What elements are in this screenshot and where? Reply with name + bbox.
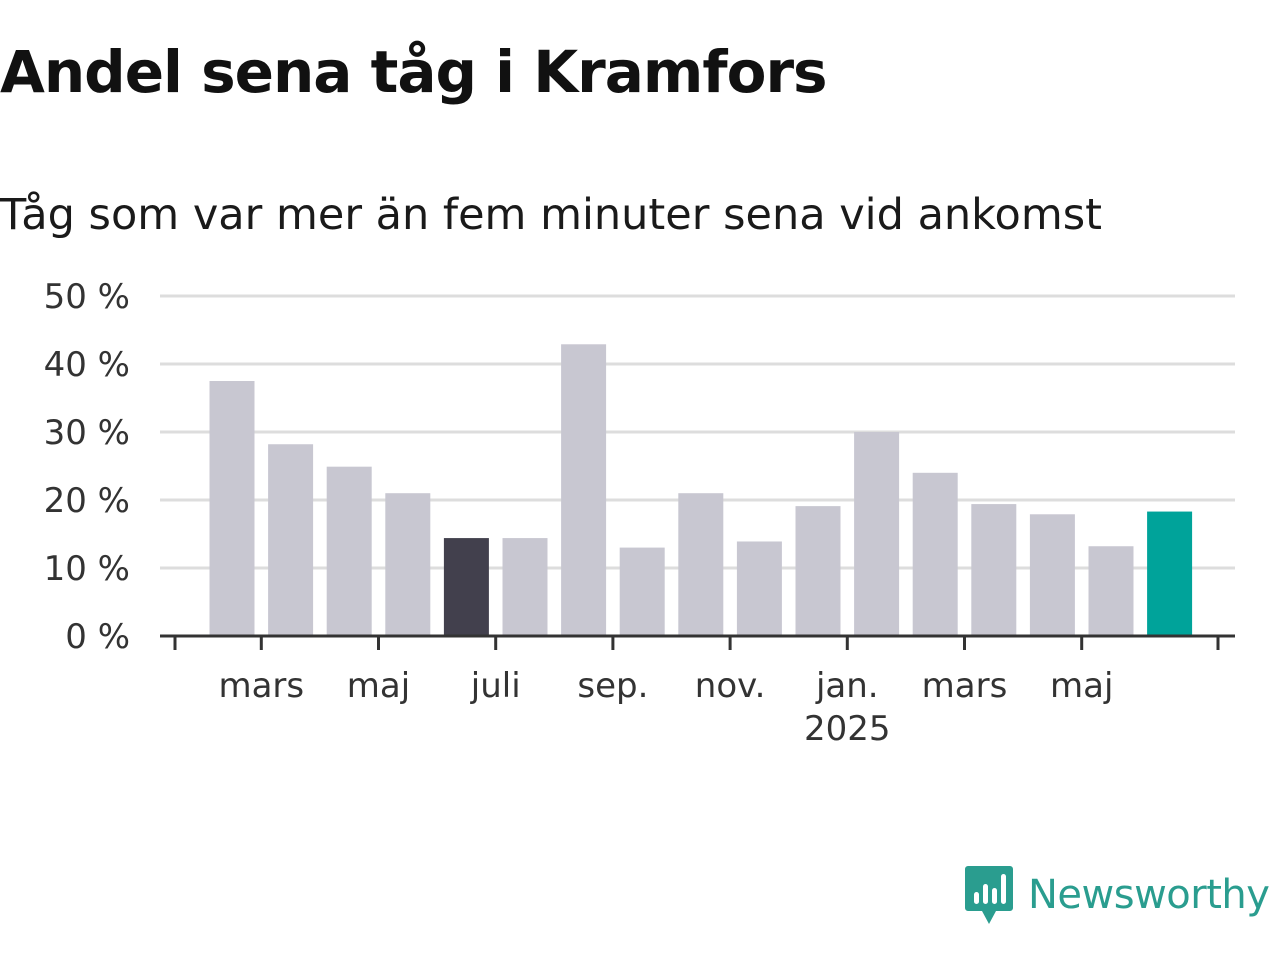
x-tick-label: mars — [218, 666, 304, 706]
bar-2024-08 — [561, 344, 607, 636]
x-tick-year-label: 2025 — [804, 709, 891, 749]
x-axis: mars maj juli sep. nov. jan.2025 mars maj — [160, 634, 1235, 749]
x-tick-label: maj — [347, 666, 410, 706]
x-tick-label: nov. — [695, 666, 766, 706]
bar-2024-09 — [619, 547, 665, 636]
y-tick-label: 20 % — [44, 481, 130, 521]
bar-2025-04 — [1029, 514, 1075, 636]
bar-2025-05 — [1088, 546, 1134, 636]
chart-title: Andel sena tåg i Kramfors — [0, 38, 828, 106]
bar-2024-03 — [268, 444, 314, 636]
y-tick-label: 10 % — [44, 549, 130, 589]
y-axis: 0 % 10 % 20 % 30 % 40 % 50 % — [44, 277, 130, 657]
bar-2025-01 — [854, 432, 900, 636]
bar-2024-04 — [326, 466, 372, 636]
bar-2024-06 — [443, 538, 489, 636]
y-tick-label: 0 % — [65, 617, 130, 657]
x-tick-label: sep. — [577, 666, 648, 706]
y-tick-label: 50 % — [44, 277, 130, 317]
y-tick-label: 30 % — [44, 413, 130, 453]
x-tick-label: juli — [470, 666, 521, 706]
x-tick-label: mars — [922, 666, 1008, 706]
x-tick-label: maj — [1050, 666, 1113, 706]
bar-2025-06 — [1147, 511, 1193, 636]
bar-2024-02 — [209, 381, 255, 636]
bar-chart: 0 % 10 % 20 % 30 % 40 % 50 % mars maj juli sep. n… — [44, 277, 1235, 749]
newsworthy-logo-icon — [965, 866, 1013, 924]
bar-2025-02 — [912, 472, 958, 636]
bar-2024-05 — [385, 493, 431, 636]
y-tick-label: 40 % — [44, 345, 130, 385]
bar-2024-12 — [795, 506, 841, 636]
brand-name: Newsworthy — [1028, 872, 1270, 918]
brand-logo: Newsworthy — [964, 864, 1270, 926]
chart-subtitle: Tåg som var mer än fem minuter sena vid … — [0, 190, 1103, 240]
bars — [209, 344, 1193, 636]
bar-2024-10 — [678, 493, 724, 636]
bar-2024-07 — [502, 538, 548, 636]
bar-2024-11 — [736, 541, 782, 636]
bar-2025-03 — [971, 504, 1017, 636]
x-tick-label: jan. — [815, 666, 879, 706]
